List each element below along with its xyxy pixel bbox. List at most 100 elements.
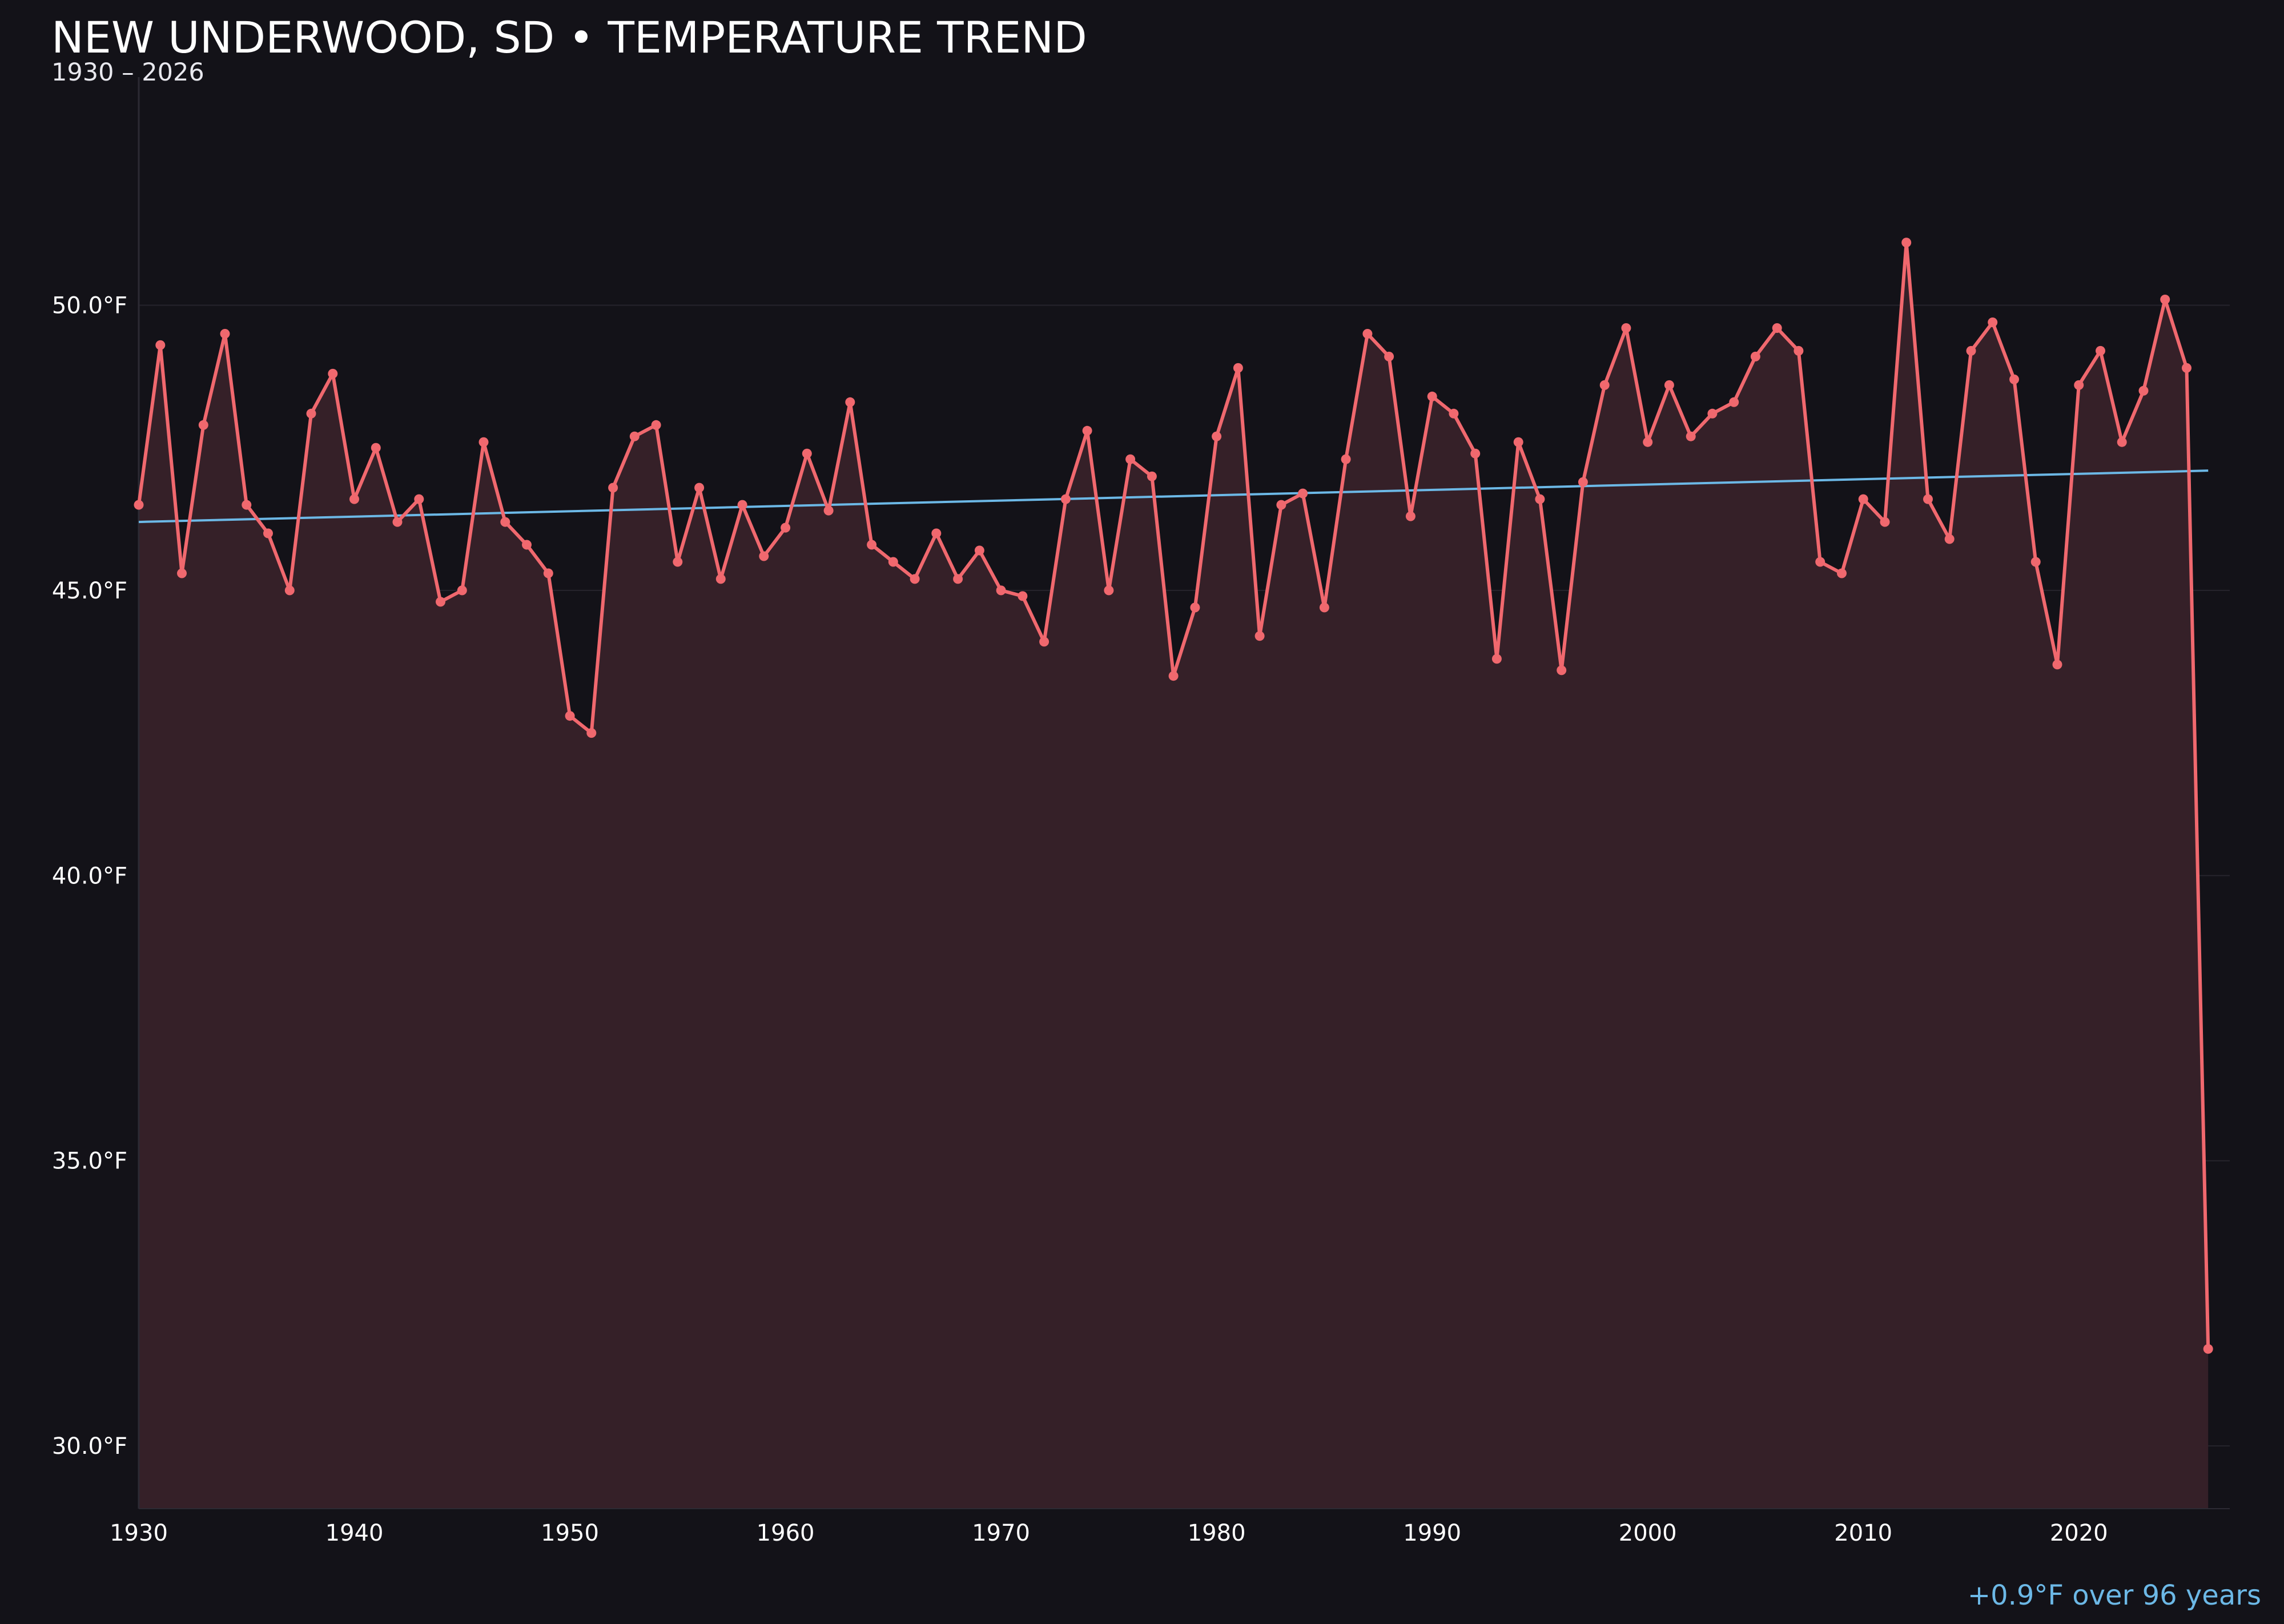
data-point	[586, 728, 597, 738]
data-point	[781, 522, 791, 533]
data-point	[1643, 437, 1653, 447]
data-point	[737, 500, 747, 510]
data-point	[1298, 488, 1308, 499]
data-point	[715, 574, 726, 584]
data-point	[1686, 431, 1696, 441]
data-point	[1944, 534, 1955, 544]
data-point	[759, 551, 769, 561]
data-point	[220, 329, 230, 339]
data-point	[2074, 380, 2084, 390]
data-point	[1104, 585, 1114, 596]
data-point	[823, 505, 834, 516]
data-point	[198, 420, 208, 430]
data-point	[522, 540, 532, 550]
data-point	[1190, 602, 1200, 613]
data-point	[371, 443, 381, 453]
data-point	[1341, 454, 1351, 464]
data-point	[1362, 329, 1373, 339]
x-tick-label: 1950	[541, 1520, 599, 1546]
data-point	[1039, 637, 1049, 647]
data-point	[1923, 494, 1933, 504]
x-tick-label: 1960	[757, 1520, 815, 1546]
data-point	[1837, 568, 1847, 578]
data-point	[1405, 511, 1416, 521]
data-point	[1319, 602, 1329, 613]
data-point	[1880, 517, 1890, 527]
data-point	[1470, 448, 1481, 459]
data-point	[1212, 431, 1222, 441]
data-point	[134, 500, 144, 510]
data-point	[436, 597, 445, 607]
x-tick-label: 2000	[1619, 1520, 1677, 1546]
data-point	[974, 545, 984, 556]
data-point	[931, 528, 942, 538]
data-point	[1966, 345, 1976, 356]
data-point	[2182, 363, 2191, 373]
data-point	[1147, 471, 1157, 481]
data-point	[1427, 391, 1437, 401]
data-point	[155, 340, 166, 350]
x-tick-label: 1930	[110, 1520, 168, 1546]
data-point	[2117, 437, 2127, 447]
data-point	[1750, 351, 1760, 361]
data-point	[1535, 494, 1545, 504]
data-point	[1082, 425, 1092, 436]
data-point	[2138, 385, 2149, 396]
chart-subtitle: 1930 – 2026	[51, 58, 204, 87]
data-point	[414, 494, 424, 504]
area-layer	[139, 242, 2209, 1509]
data-point	[845, 397, 855, 407]
data-point	[328, 368, 338, 379]
data-point	[910, 574, 920, 584]
trend-line	[138, 469, 2209, 524]
data-point	[2009, 374, 2019, 384]
data-point	[565, 711, 575, 721]
data-point	[543, 568, 553, 578]
data-point	[1794, 345, 1804, 356]
data-point	[1621, 323, 1631, 333]
trend-layer	[138, 469, 2209, 524]
data-point	[1276, 500, 1286, 510]
data-point	[651, 420, 661, 430]
y-tick-label: 30.0°F	[52, 1433, 127, 1460]
data-point	[1707, 408, 1718, 419]
data-point	[478, 437, 489, 447]
data-point	[802, 448, 812, 459]
data-point	[500, 517, 510, 527]
data-point	[177, 568, 187, 578]
data-point	[1060, 494, 1071, 504]
data-point	[2052, 660, 2062, 670]
temperature-area	[139, 242, 2209, 1509]
data-point	[242, 500, 252, 510]
axis-layer	[138, 77, 2230, 1509]
chart-title: NEW UNDERWOOD, SD • TEMPERATURE TREND	[51, 12, 1087, 63]
data-point	[1254, 631, 1265, 641]
data-point	[1729, 397, 1739, 407]
data-point	[1233, 363, 1243, 373]
data-point	[608, 483, 618, 493]
data-point	[349, 494, 359, 504]
points-layer	[134, 238, 2213, 1354]
data-point	[1599, 380, 1610, 390]
data-point	[629, 431, 640, 441]
data-point	[1988, 317, 1998, 327]
data-point	[2096, 345, 2105, 356]
data-point	[1449, 408, 1459, 419]
data-point	[392, 517, 403, 527]
data-point	[1557, 665, 1567, 676]
data-point	[2160, 295, 2170, 304]
data-point	[996, 585, 1006, 596]
data-point	[1384, 351, 1394, 361]
data-point	[673, 557, 683, 567]
data-point	[1858, 494, 1868, 504]
x-tick-label: 2010	[1834, 1520, 1892, 1546]
data-point	[2030, 557, 2041, 567]
data-point	[1664, 380, 1674, 390]
data-point	[1578, 477, 1588, 487]
x-tick-label: 1940	[325, 1520, 384, 1546]
x-tick-label: 1990	[1403, 1520, 1461, 1546]
x-tick-label: 1980	[1188, 1520, 1246, 1546]
data-point	[1772, 323, 1782, 333]
data-point	[1168, 671, 1179, 681]
x-tick-labels: 1930 1940 1950 1960 1970 1980 1990 2000 2010 2020	[110, 1520, 2108, 1546]
